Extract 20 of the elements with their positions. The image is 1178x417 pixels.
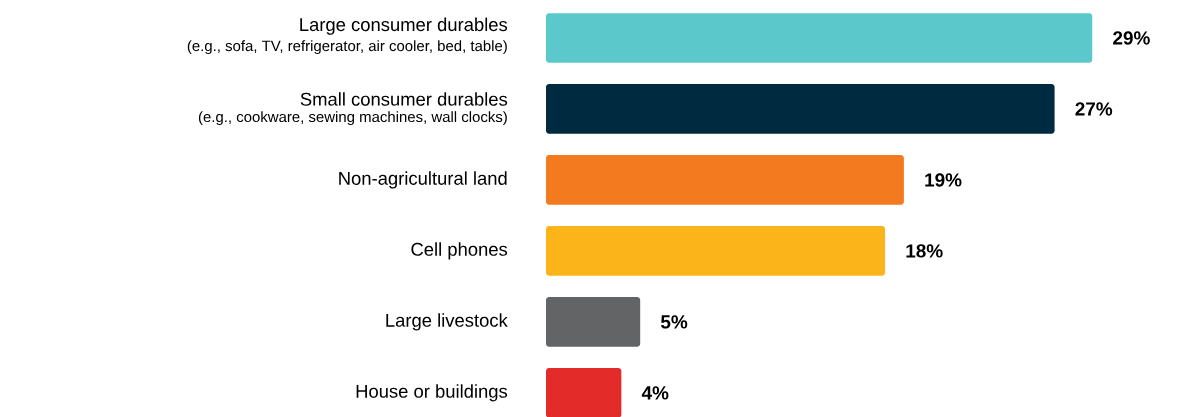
y-tick-label: Large livestock xyxy=(386,313,508,331)
y-tick-label: Non-agricultural land xyxy=(339,171,507,189)
bar xyxy=(546,13,1093,63)
y-tick-label: Large consumer durables xyxy=(300,17,508,35)
y-tick-label: Small consumer durables xyxy=(300,92,508,106)
y-tick-label: House or buildings xyxy=(356,384,508,402)
data-label: 19% xyxy=(925,173,962,187)
bar xyxy=(546,226,886,276)
data-label: 29% xyxy=(1113,31,1150,45)
text: (e.g., sofa, TV, refrigerator, air cooler, bed, table) xyxy=(187,40,507,55)
data-label: 4% xyxy=(641,386,669,400)
y-tick-label: Cell phones xyxy=(411,242,508,260)
text: (e.g., cookware, sewing machines, wall clocks) xyxy=(198,111,507,126)
bar xyxy=(546,297,641,347)
bar xyxy=(546,368,622,417)
data-label: 27% xyxy=(1075,102,1113,116)
bar xyxy=(546,155,904,205)
data-label: 18% xyxy=(906,244,943,258)
data-label: 5% xyxy=(660,315,688,329)
bar xyxy=(546,84,1055,134)
